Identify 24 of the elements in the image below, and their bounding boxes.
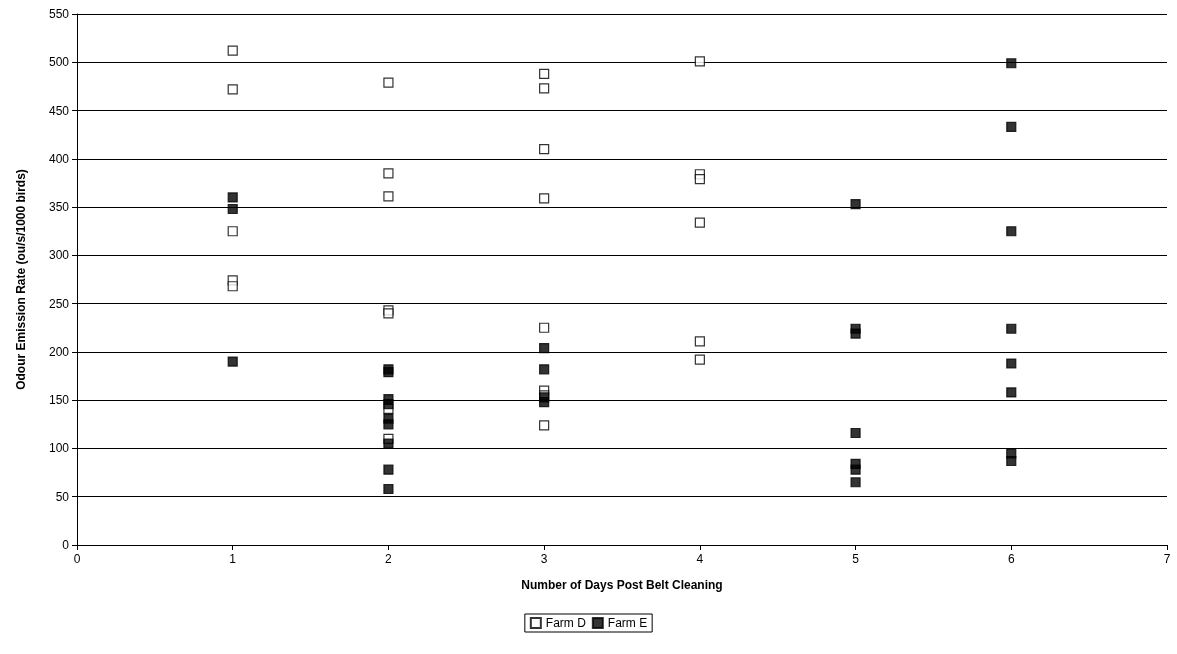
y-tick-label: 450 <box>48 103 70 118</box>
x-tick-label: 6 <box>1007 552 1015 566</box>
x-tick-label: 3 <box>540 552 548 566</box>
x-tick-label: 2 <box>385 552 393 566</box>
legend-label: Farm D <box>545 616 587 630</box>
x-tick-label: 5 <box>852 552 860 566</box>
y-tick-label: 350 <box>48 200 70 215</box>
y-tick-label: 400 <box>48 151 70 166</box>
y-tick-label: 300 <box>48 248 70 263</box>
y-tick-label: 100 <box>48 441 70 456</box>
y-tick-label: 550 <box>48 7 70 21</box>
legend-label: Farm E <box>607 616 648 630</box>
y-tick-label: 150 <box>48 393 70 408</box>
y-tick-label: 50 <box>55 489 70 504</box>
y-tick-label: 500 <box>48 55 70 70</box>
x-axis-title: Number of Days Post Belt Cleaning <box>521 578 723 592</box>
y-tick-label: 200 <box>48 344 70 359</box>
x-tick-label: 7 <box>1163 552 1171 566</box>
x-tick-label: 1 <box>229 552 237 566</box>
x-tick-label: 0 <box>73 552 81 566</box>
y-axis-title: Odour Emission Rate (ou/s/1000 birds) <box>14 169 28 390</box>
x-tick-label: 4 <box>696 552 704 566</box>
y-tick-label: 0 <box>62 538 70 552</box>
y-tick-label: 250 <box>48 296 70 311</box>
